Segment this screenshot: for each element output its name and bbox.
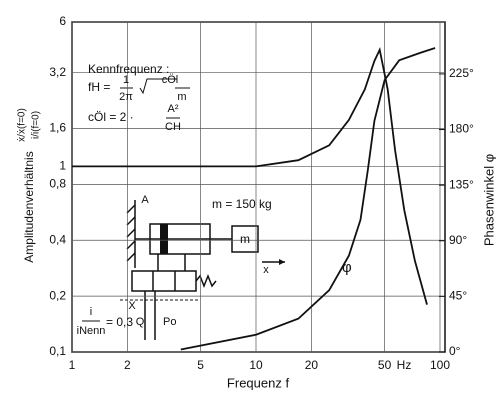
y-axis-label: i/i(f=0) <box>31 111 42 139</box>
y-tick-label: 0,2 <box>49 288 66 302</box>
arrowhead <box>279 259 285 265</box>
y-tick-label: 3,2 <box>49 65 66 79</box>
y2-tick-label: 0° <box>449 344 461 358</box>
valve <box>131 270 197 292</box>
root-sign <box>139 78 177 95</box>
y2-tick-label: 135° <box>449 177 474 191</box>
y2-tick-label: 45° <box>449 289 467 303</box>
y2-tick-label: 180° <box>449 122 474 136</box>
y-tick-label: 6 <box>59 14 66 28</box>
x-tick-label: 2 <box>124 358 131 372</box>
annotation: iNenn <box>77 325 106 337</box>
annotation: = 0,3 <box>106 315 133 329</box>
annotation: m <box>177 91 186 103</box>
x-tick-label: 10 <box>249 358 263 372</box>
y-axis-label: Amplitudenverhältnis <box>22 151 36 262</box>
line <box>180 47 436 351</box>
hatching <box>126 204 136 262</box>
annotation: Hz <box>397 358 412 372</box>
annotation: Q <box>136 316 145 328</box>
annotation: fH = <box>88 80 110 94</box>
annotation: m <box>240 232 250 246</box>
x-axis-label: Frequenz f <box>227 375 290 390</box>
piston <box>160 224 168 254</box>
schematic <box>82 78 285 340</box>
mass <box>231 225 259 253</box>
y2-tick-label: 225° <box>449 66 474 80</box>
line <box>72 46 428 305</box>
y-tick-label: 0,1 <box>49 344 66 358</box>
x-tick-label: 50 <box>378 358 392 372</box>
annotation: Po <box>163 316 176 328</box>
annotation: A <box>141 194 149 206</box>
y2-tick-label: 90° <box>449 233 467 247</box>
annotation: CH <box>165 121 181 133</box>
y-tick-label: 1,6 <box>49 121 66 135</box>
annotation: A² <box>168 103 179 115</box>
spring <box>195 273 217 289</box>
y-tick-label: 1 <box>59 159 66 173</box>
annotation: 2π <box>119 91 133 103</box>
annotation: Kennfrequenz : <box>88 62 169 76</box>
annotation: i <box>90 306 92 318</box>
y-tick-label: 0,4 <box>49 232 66 246</box>
annotation: 1 <box>123 74 129 86</box>
annotation: cÖl = 2 · <box>88 110 134 124</box>
x-tick-label: 5 <box>197 358 204 372</box>
x-tick-label: 1 <box>69 358 76 372</box>
x-tick-label: 100 <box>430 358 450 372</box>
annotation: m = 150 kg <box>212 197 272 211</box>
annotation: φ <box>342 259 352 276</box>
y-tick-label: 0,8 <box>49 177 66 191</box>
x-tick-label: 20 <box>305 358 319 372</box>
y2-axis-label: Phasenwinkel φ <box>481 154 496 246</box>
y-axis-label: ẋ/ẋ(f=0) <box>17 108 28 142</box>
annotation: X <box>128 300 136 312</box>
annotation: cÖl <box>162 74 179 86</box>
annotation: x <box>263 264 269 276</box>
